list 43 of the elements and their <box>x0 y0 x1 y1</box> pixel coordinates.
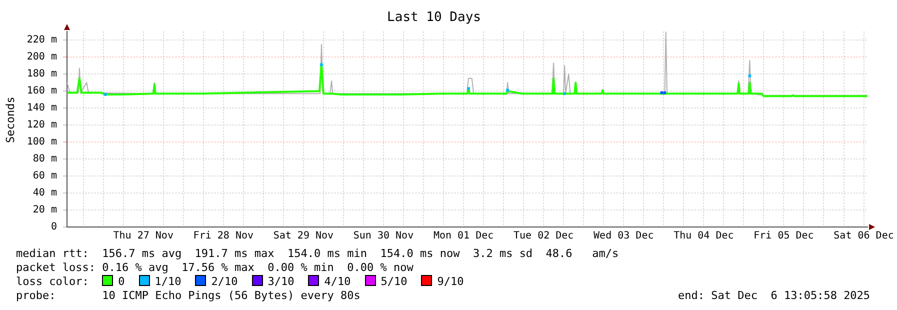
y-tick-label: 60 m <box>32 170 57 182</box>
y-tick-label: 180 m <box>26 68 57 80</box>
point <box>663 91 666 94</box>
point <box>320 63 323 66</box>
y-tick-label: 80 m <box>32 154 57 165</box>
point <box>104 93 107 96</box>
legend-label: 0 <box>118 275 125 288</box>
point <box>660 91 664 94</box>
y-tick-label: 220 m <box>26 34 57 46</box>
x-tick-label: Wed 03 Dec <box>594 230 654 242</box>
y-tick-label: 0 <box>50 222 57 233</box>
legend-label: 2/10 <box>211 275 238 288</box>
text: probe: 10 ICMP Echo Pings (56 Bytes) every 80s <box>16 289 360 303</box>
y-tick-label: 200 m <box>26 52 57 63</box>
legend-label: 9/10 <box>437 275 464 288</box>
y-axis-title: Seconds <box>4 96 18 146</box>
y-tick-label: 120 m <box>26 120 57 131</box>
legend-label: 5/10 <box>380 275 408 288</box>
x-tick-label: Tue 02 Dec <box>513 230 574 242</box>
y-tick-label: 160 m <box>26 86 57 97</box>
x-tick-label: Fri 05 Dec <box>754 230 814 242</box>
y-tick-label: 100 m <box>26 136 57 148</box>
x-tick-label: Fri 28 Nov <box>193 230 254 242</box>
legend-label: 3/10 <box>268 275 294 288</box>
y-tick-label: 140 m <box>26 102 57 114</box>
chart-title: Last 10 Days <box>387 10 481 26</box>
legend-label: 4/10 <box>324 275 351 288</box>
point <box>506 88 509 92</box>
y-tick-label: 40 m <box>32 188 57 199</box>
x-tick-label: Sat 06 Dec <box>834 230 894 242</box>
x-tick-label: Sat 29 Nov <box>273 230 334 242</box>
legend-title: loss color: <box>16 275 90 288</box>
text: packet loss: 0.16 % avg 17.56 % max 0.00 % min 0.00 % now <box>16 261 414 275</box>
y-tick-label: 20 m <box>32 204 57 216</box>
legend-label: 1/10 <box>154 275 182 288</box>
point <box>467 87 470 90</box>
point <box>563 92 566 96</box>
x-tick-label: Mon 01 Dec <box>433 230 494 242</box>
text: median rtt: 156.7 ms avg 191.7 ms max 154.0 ms min 154.0 ms now 3.2 ms sd 48.6 am/s <box>16 247 619 261</box>
x-tick-label: Thu 04 Dec <box>674 230 734 242</box>
x-tick-label: Thu 27 Nov <box>113 230 174 242</box>
text: end: Sat Dec 6 13:05:58 2025 <box>678 289 870 303</box>
x-tick-label: Sun 30 Nov <box>353 230 414 242</box>
